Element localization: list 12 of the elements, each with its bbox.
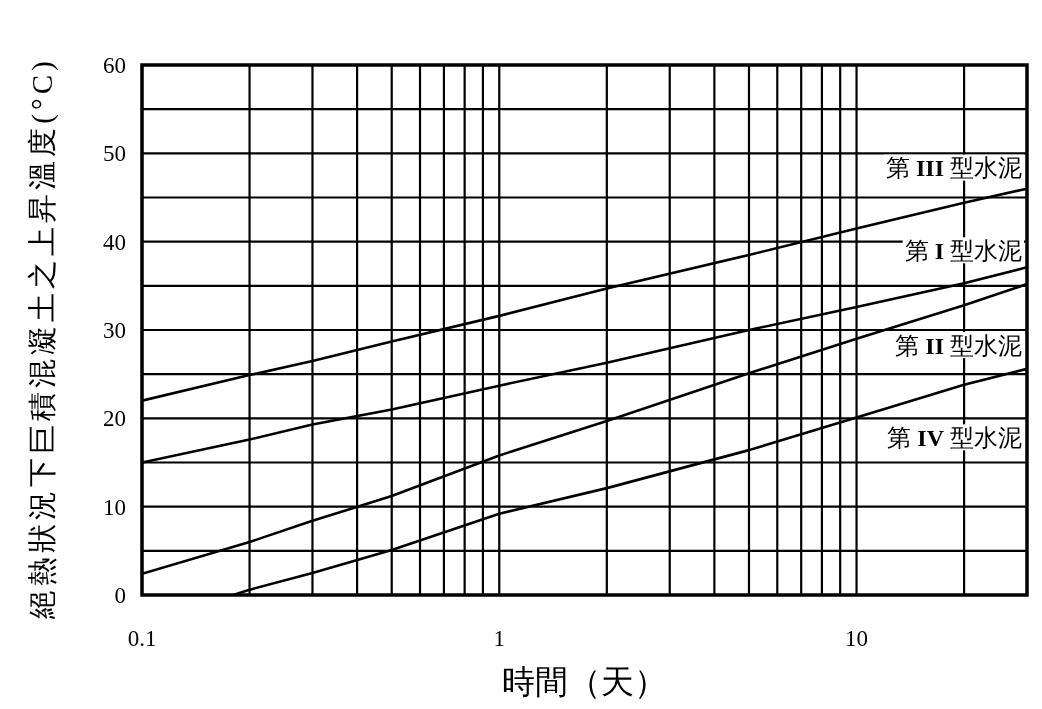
y-tick-label: 0: [114, 583, 126, 608]
y-tick-label: 60: [103, 53, 126, 78]
y-tick-label: 50: [103, 141, 126, 167]
y-axis-title: 絕熱狀況下巨積混凝土之上昇溫度(°C): [26, 57, 58, 619]
y-tick-label: 40: [103, 229, 126, 255]
x-tick-label: 0.1: [127, 626, 157, 651]
y-tick-label: 10: [103, 494, 126, 520]
x-axis-title: 時間（天）: [502, 664, 667, 700]
y-tick-label: 30: [103, 318, 126, 343]
x-tick-label: 10: [845, 626, 869, 651]
x-tick-label: 1: [493, 626, 505, 651]
y-tick-label: 20: [103, 406, 126, 432]
